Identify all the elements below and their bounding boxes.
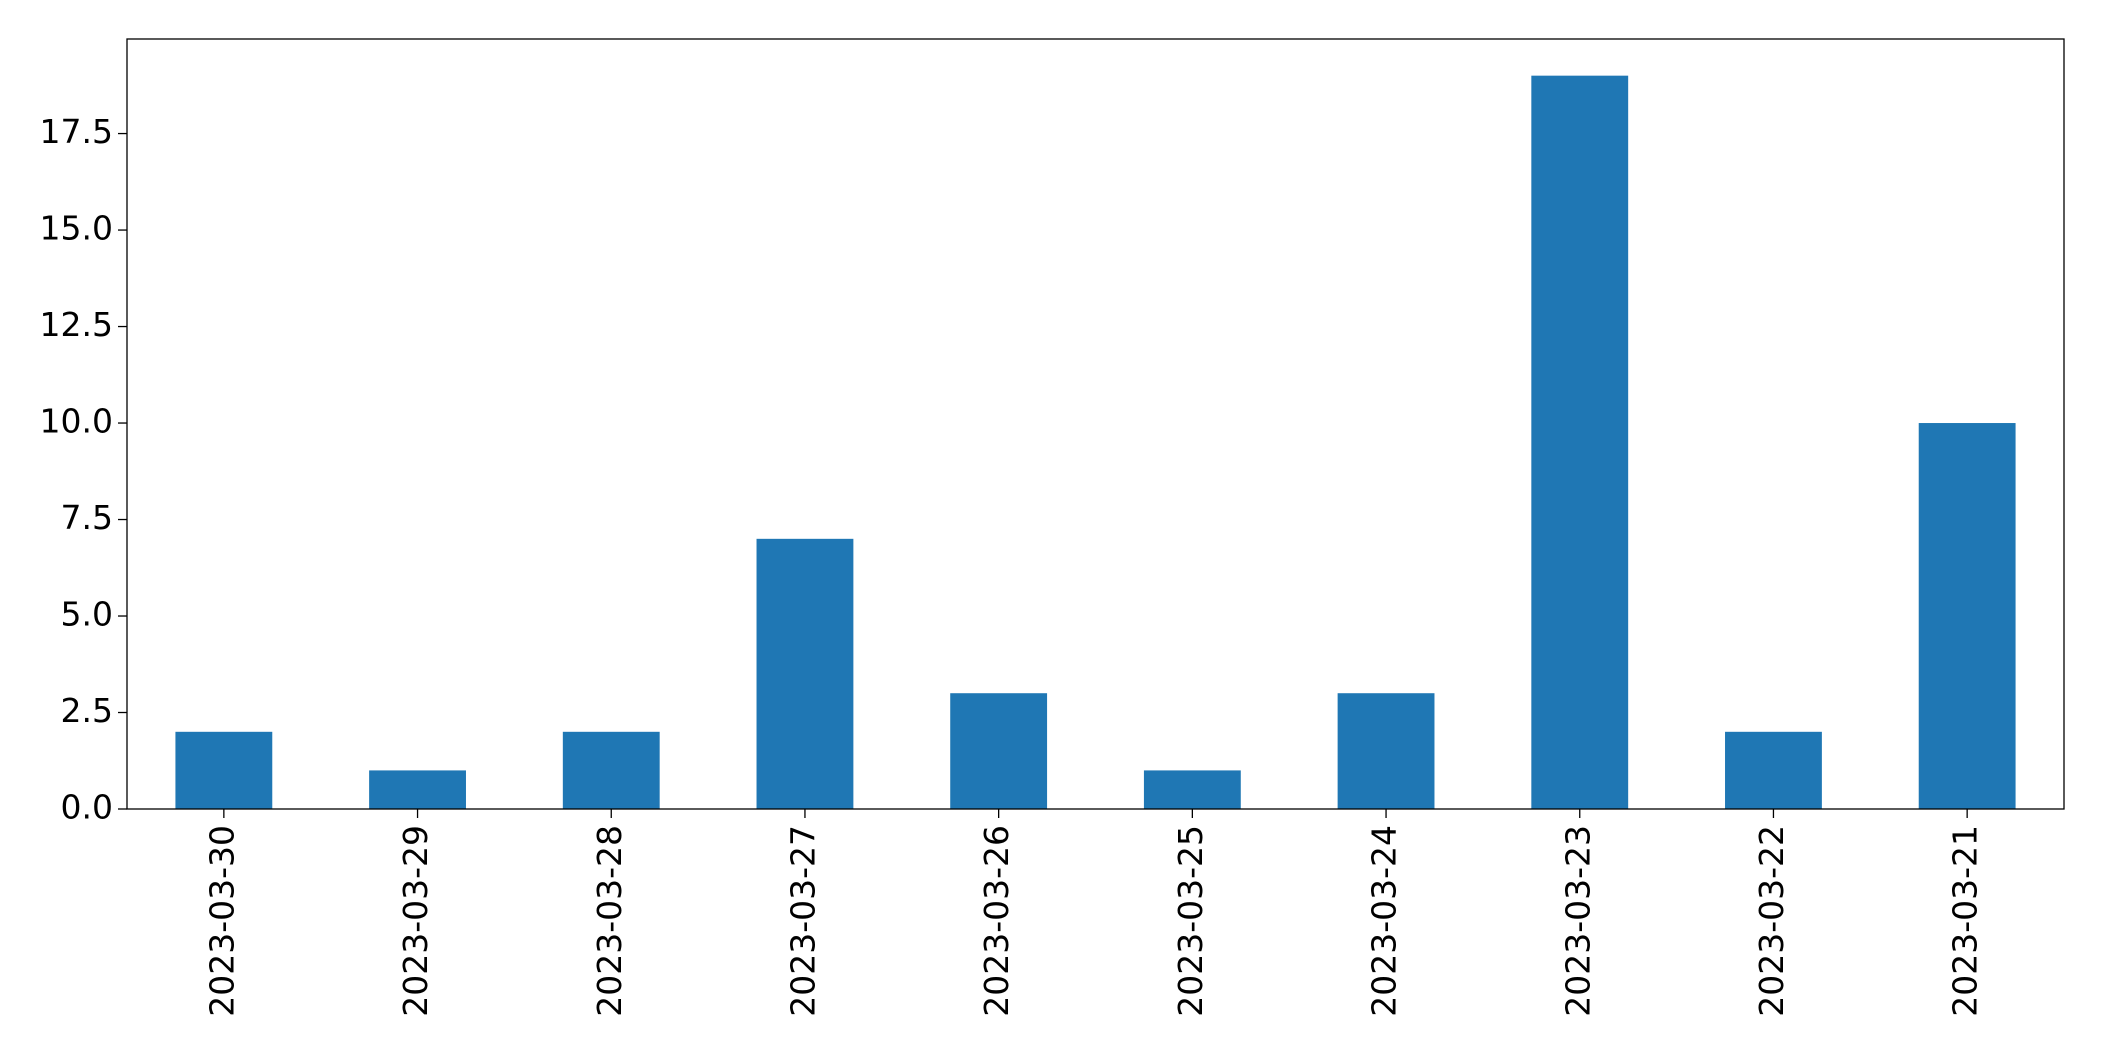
bar	[950, 693, 1048, 809]
bar	[562, 731, 660, 809]
axes-frame	[126, 38, 2065, 810]
x-tick-label: 2023-03-21	[1946, 825, 1985, 1017]
x-tick-label: 2023-03-23	[1558, 825, 1597, 1017]
y-tick-label: 12.5	[40, 305, 113, 344]
x-tick-label: 2023-03-26	[977, 825, 1016, 1017]
bar	[1531, 75, 1629, 809]
y-tick-label: 0.0	[61, 788, 113, 827]
y-tick-label: 17.5	[40, 112, 113, 151]
bar	[1725, 731, 1822, 809]
y-tick-label: 2.5	[61, 691, 113, 730]
bar	[1337, 693, 1435, 809]
x-tick-label: 2023-03-30	[202, 825, 241, 1017]
x-tick-label: 2023-03-24	[1365, 825, 1404, 1017]
x-tick-label: 2023-03-27	[783, 825, 822, 1017]
y-tick-label: 7.5	[61, 498, 113, 537]
x-tick-label: 2023-03-22	[1752, 825, 1791, 1017]
x-tick-label: 2023-03-25	[1171, 825, 1210, 1017]
x-tick-label: 2023-03-28	[590, 825, 629, 1017]
bar	[369, 770, 466, 809]
y-tick-label: 5.0	[61, 595, 113, 634]
bar	[1918, 423, 2016, 809]
bar	[175, 731, 273, 809]
bar	[1143, 770, 1241, 809]
x-tick-label: 2023-03-29	[396, 825, 435, 1017]
y-tick-label: 10.0	[40, 402, 113, 441]
bar	[756, 538, 854, 809]
y-tick-label: 15.0	[40, 209, 113, 248]
